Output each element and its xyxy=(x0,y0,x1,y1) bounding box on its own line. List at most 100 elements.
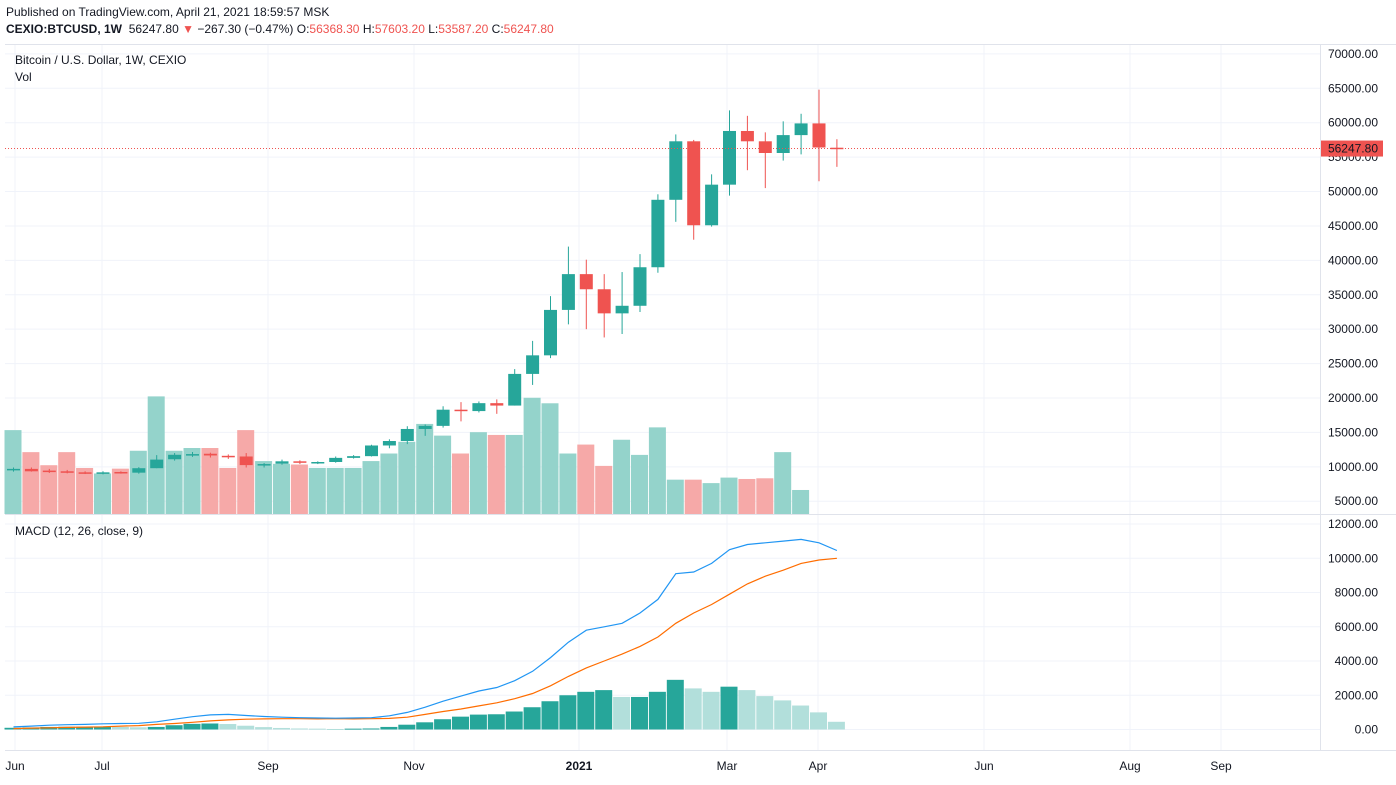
macd-histogram-bar xyxy=(344,728,362,730)
macd-histogram-bar xyxy=(684,688,702,730)
volume-bar xyxy=(541,403,559,514)
main-pane-legend[interactable]: Bitcoin / U.S. Dollar, 1W, CEXIO xyxy=(15,53,186,67)
candle-body xyxy=(687,141,701,226)
volume-legend[interactable]: Vol xyxy=(15,70,32,84)
published-text: Published on TradingView.com, April 21, … xyxy=(6,5,330,19)
candle-body xyxy=(669,141,683,200)
macd-tick-label: 12000.00 xyxy=(1328,517,1378,531)
time-axis-label: Sep xyxy=(1210,759,1232,773)
volume-bar xyxy=(76,467,94,514)
candle-body xyxy=(705,184,719,226)
price-tick-label: 30000.00 xyxy=(1328,322,1378,336)
volume-bar xyxy=(756,478,774,514)
volume-bar xyxy=(702,483,720,514)
time-axis-label: Jun xyxy=(974,759,993,773)
signal-line xyxy=(13,557,837,730)
macd-histogram-bar xyxy=(648,691,666,730)
macd-histogram-bar xyxy=(111,726,129,730)
price-tick-label: 10000.00 xyxy=(1328,460,1378,474)
macd-tick-label: 0.00 xyxy=(1355,723,1379,737)
candle-body xyxy=(365,445,378,457)
candle-body xyxy=(812,123,826,148)
candle-body xyxy=(150,459,164,469)
time-axis-label: Aug xyxy=(1119,759,1140,773)
time-axis-label: Mar xyxy=(717,759,738,773)
macd-legend[interactable]: MACD (12, 26, close, 9) xyxy=(15,524,143,538)
change-down-icon: ▼ xyxy=(182,22,194,36)
close-label: C: xyxy=(491,22,504,36)
candle-body xyxy=(633,267,647,306)
candle-body xyxy=(758,141,772,154)
candle-body xyxy=(382,441,396,446)
volume-bar xyxy=(523,397,541,514)
macd-histogram-bar xyxy=(559,695,577,730)
time-axis-label: Jun xyxy=(5,759,24,773)
volume-bar xyxy=(308,467,326,514)
open-value: 56368.30 xyxy=(309,22,360,36)
macd-histogram-bar xyxy=(416,722,434,730)
macd-histogram-bar xyxy=(702,691,720,730)
macd-histogram-bar xyxy=(666,679,684,730)
macd-histogram-bar xyxy=(58,726,76,730)
close-value: 56247.80 xyxy=(503,22,554,36)
candle-body xyxy=(7,468,20,471)
volume-bar xyxy=(201,448,219,514)
macd-histogram-bar xyxy=(76,726,94,730)
candle-body xyxy=(740,130,754,142)
macd-histogram-bar xyxy=(541,701,559,730)
macd-histogram-bar xyxy=(577,691,595,730)
time-axis-label: Apr xyxy=(809,759,828,773)
macd-line xyxy=(13,538,838,728)
candle-body xyxy=(186,454,199,456)
macd-histogram-bar xyxy=(273,727,290,730)
open-label: O: xyxy=(296,22,310,36)
volume-bar xyxy=(434,435,452,514)
time-axis-label: Nov xyxy=(403,759,424,773)
candle-body xyxy=(544,309,557,356)
volume-bar xyxy=(577,444,595,514)
volume-bar xyxy=(362,461,380,514)
macd-histogram-bar xyxy=(147,726,165,730)
macd-histogram-bar xyxy=(505,711,523,730)
volume-bar xyxy=(58,452,76,514)
macd-histogram-bar xyxy=(398,724,416,730)
macd-histogram-bar xyxy=(738,690,756,730)
candle-body xyxy=(96,472,110,474)
macd-histogram-bar xyxy=(810,712,827,730)
volume-bar xyxy=(326,467,344,514)
time-axis-label: Jul xyxy=(94,759,109,773)
symbol-name: CEXIO:BTCUSD, 1W xyxy=(6,22,123,36)
macd-histogram-bar xyxy=(380,726,398,730)
macd-histogram-bar xyxy=(255,727,273,730)
candle-body xyxy=(203,453,217,456)
volume-bar xyxy=(111,468,129,514)
macd-histogram-bar xyxy=(469,714,487,730)
volume-bar xyxy=(4,430,22,514)
volume-bar xyxy=(129,450,147,514)
candle-body xyxy=(597,289,611,314)
low-value: 53587.20 xyxy=(438,22,489,36)
macd-histogram-bar xyxy=(290,728,308,730)
macd-histogram-bar xyxy=(434,719,452,730)
candle-body xyxy=(24,468,38,472)
volume-bar xyxy=(416,423,434,514)
last-price-badge xyxy=(1321,140,1383,157)
volume-bar xyxy=(255,461,273,514)
volume-bar xyxy=(648,427,666,514)
time-axis-label: 2021 xyxy=(566,759,593,773)
macd-histogram-bar xyxy=(4,727,22,730)
macd-histogram-bar xyxy=(165,725,183,730)
macd-tick-label: 6000.00 xyxy=(1335,620,1379,634)
candle-body xyxy=(490,403,504,406)
macd-histogram-bar xyxy=(523,707,541,730)
price-tick-label: 45000.00 xyxy=(1328,219,1378,233)
volume-bar xyxy=(559,453,577,514)
candle-body xyxy=(78,472,92,474)
candle-body xyxy=(132,468,146,473)
macd-histogram-bar xyxy=(362,728,380,730)
price-tick-label: 65000.00 xyxy=(1328,81,1378,95)
volume-bar xyxy=(273,463,290,514)
price-tick-label: 40000.00 xyxy=(1328,253,1378,267)
macd-tick-label: 10000.00 xyxy=(1328,551,1378,565)
